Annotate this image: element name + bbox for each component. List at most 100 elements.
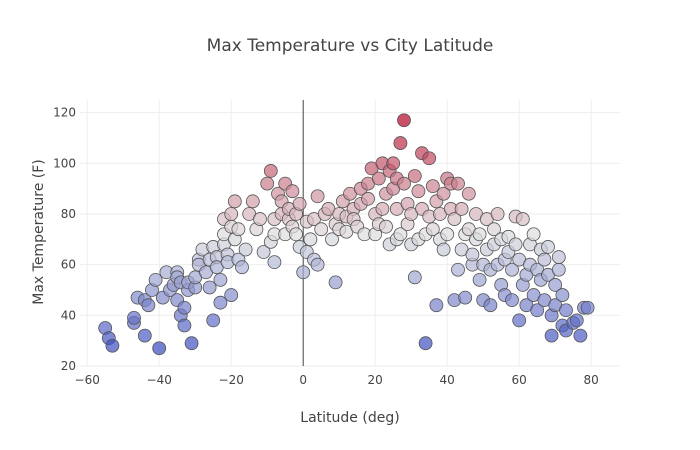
data-point	[253, 212, 267, 226]
data-point	[397, 113, 411, 128]
x-tick-label: 0	[299, 373, 307, 387]
data-point	[184, 336, 199, 351]
data-point	[537, 252, 552, 267]
data-point	[530, 303, 545, 318]
data-point	[559, 303, 573, 318]
data-point	[263, 164, 278, 178]
data-point	[515, 212, 530, 226]
data-point	[303, 232, 318, 247]
data-point	[314, 222, 329, 237]
data-point	[245, 194, 260, 209]
data-point	[238, 242, 253, 257]
data-point	[285, 184, 300, 199]
data-point	[425, 222, 440, 237]
data-point	[573, 328, 588, 343]
data-point	[490, 207, 505, 221]
data-point	[569, 313, 584, 328]
data-point	[544, 328, 559, 343]
data-point	[429, 298, 444, 313]
data-point	[328, 275, 343, 290]
x-tick-label: −20	[219, 373, 244, 387]
data-point	[454, 202, 469, 216]
data-point	[235, 260, 249, 275]
data-point	[379, 219, 393, 234]
y-tick-label: 20	[61, 359, 76, 373]
x-tick-label: 60	[512, 373, 527, 387]
data-point	[137, 328, 152, 343]
data-point	[296, 265, 311, 280]
data-point	[386, 156, 401, 171]
data-point	[508, 237, 523, 252]
data-points	[98, 113, 595, 356]
data-point	[105, 338, 120, 353]
data-point	[141, 298, 156, 313]
data-point	[202, 280, 217, 295]
data-point	[177, 318, 192, 333]
data-point	[213, 295, 228, 310]
data-point	[148, 272, 163, 287]
data-point	[436, 186, 451, 201]
x-axis-title: Latitude (deg)	[300, 410, 399, 426]
data-point	[505, 293, 519, 308]
data-point	[447, 212, 462, 226]
data-point	[289, 227, 303, 242]
data-point	[267, 255, 282, 270]
data-point	[472, 227, 487, 242]
data-point	[393, 136, 408, 150]
data-point	[213, 272, 228, 287]
data-point	[512, 313, 527, 328]
y-tick-label: 80	[61, 207, 76, 221]
data-point	[361, 191, 375, 206]
x-tick-label: 80	[584, 373, 599, 387]
data-point	[483, 298, 498, 313]
data-point	[548, 278, 563, 292]
data-point	[310, 257, 325, 272]
data-point	[451, 262, 465, 277]
data-point	[551, 250, 566, 264]
data-point	[472, 272, 487, 287]
data-point	[256, 245, 271, 259]
data-point	[260, 176, 275, 191]
data-point	[127, 310, 141, 325]
data-point	[292, 196, 307, 211]
x-tick-label: −40	[147, 373, 172, 387]
data-point	[411, 184, 426, 199]
data-point	[418, 336, 433, 351]
y-tick-label: 60	[61, 258, 76, 272]
data-point	[580, 300, 595, 315]
data-point	[407, 169, 422, 183]
data-point	[555, 288, 570, 302]
y-tick-label: 120	[53, 106, 76, 120]
data-point	[440, 227, 455, 242]
y-axis-title: Max Temperature (F)	[31, 159, 47, 305]
data-point	[487, 222, 501, 237]
y-tick-label: 40	[61, 308, 76, 322]
x-tick-label: 20	[368, 373, 383, 387]
x-axis-ticks: −60 −40 −20 0 20 40 60 80	[75, 373, 599, 387]
y-tick-label: 100	[53, 156, 76, 170]
data-point	[397, 176, 411, 191]
data-point	[425, 179, 440, 194]
data-point	[152, 341, 167, 356]
x-tick-label: 40	[440, 373, 455, 387]
data-point	[407, 270, 422, 285]
data-point	[422, 151, 437, 166]
data-point	[451, 176, 465, 191]
data-point	[375, 202, 390, 216]
data-point	[177, 300, 192, 315]
data-point	[436, 242, 451, 257]
data-point	[393, 227, 408, 242]
data-point	[206, 313, 221, 328]
x-tick-label: −60	[75, 373, 100, 387]
data-point	[310, 189, 325, 204]
data-point	[371, 171, 386, 186]
data-point	[231, 222, 246, 237]
data-point	[526, 227, 541, 242]
data-point	[325, 232, 339, 247]
data-point	[551, 262, 566, 277]
y-axis-ticks: 20 40 60 80 100 120	[53, 106, 76, 373]
data-point	[505, 262, 519, 277]
data-point	[224, 207, 239, 221]
data-point	[224, 288, 239, 302]
